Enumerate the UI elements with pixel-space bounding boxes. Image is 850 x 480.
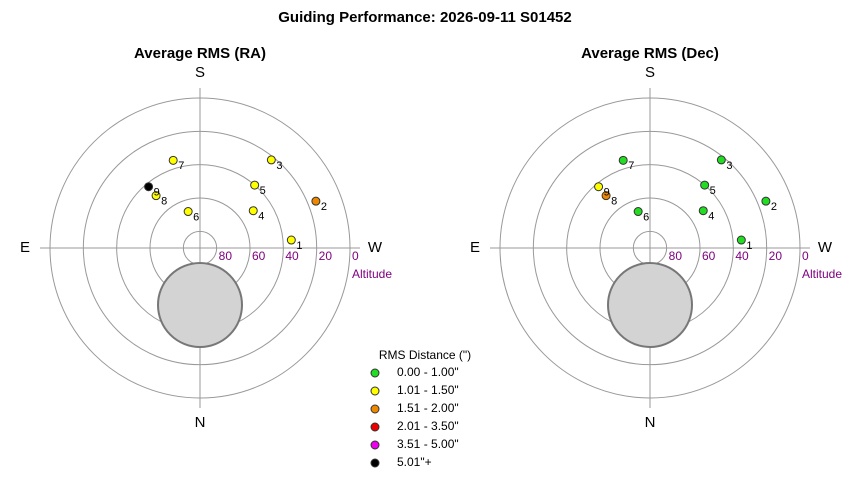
point-label: 1 — [296, 240, 302, 252]
point-label: 7 — [178, 160, 184, 172]
legend-marker — [370, 422, 380, 432]
guide-point — [266, 155, 276, 165]
guide-point — [700, 180, 710, 190]
guide-point — [144, 182, 154, 192]
page-title: Guiding Performance: 2026-09-11 S01452 — [278, 9, 571, 26]
legend-label: 3.51 - 5.00" — [397, 437, 459, 451]
altitude-tick-label: 0 — [802, 249, 809, 263]
obstruction-zone — [607, 262, 693, 348]
compass-label: E — [470, 239, 480, 256]
altitude-tick-label: 20 — [319, 249, 333, 263]
point-label: 5 — [710, 185, 716, 197]
guide-point — [601, 191, 611, 201]
point-label: 4 — [258, 211, 264, 223]
point-label: 5 — [260, 185, 266, 197]
compass-label: W — [368, 239, 383, 256]
panel-title: Average RMS (RA) — [134, 45, 266, 62]
altitude-tick-label: 0 — [352, 249, 359, 263]
altitude-tick-label: 60 — [702, 249, 716, 263]
guide-point — [250, 180, 260, 190]
legend-marker — [370, 404, 380, 414]
altitude-axis-label: Altitude — [802, 267, 842, 281]
guide-point — [618, 155, 628, 165]
legend-marker — [370, 458, 380, 468]
guide-point — [248, 206, 258, 216]
point-label: 2 — [771, 201, 777, 213]
compass-label: S — [195, 64, 205, 81]
point-label: 4 — [708, 211, 714, 223]
legend-label: 1.51 - 2.00" — [397, 401, 459, 415]
altitude-tick-label: 40 — [285, 249, 299, 263]
point-label: 7 — [628, 160, 634, 172]
altitude-tick-label: 60 — [252, 249, 266, 263]
guide-point — [168, 155, 178, 165]
legend-marker — [370, 386, 380, 396]
point-label: 9 — [154, 187, 160, 199]
altitude-tick-label: 40 — [735, 249, 749, 263]
altitude-tick-label: 80 — [219, 249, 233, 263]
legend-marker — [370, 368, 380, 378]
guide-point — [311, 196, 321, 206]
legend-label: 0.00 - 1.00" — [397, 365, 459, 379]
guide-point — [716, 155, 726, 165]
point-label: 6 — [193, 211, 199, 223]
guide-point — [286, 235, 296, 245]
guide-point — [761, 196, 771, 206]
point-label: 6 — [643, 211, 649, 223]
legend-label: 2.01 - 3.50" — [397, 419, 459, 433]
point-label: 3 — [276, 160, 282, 172]
guide-point — [151, 191, 161, 201]
guide-point — [633, 207, 643, 217]
compass-label: E — [20, 239, 30, 256]
compass-label: S — [645, 64, 655, 81]
altitude-tick-label: 20 — [769, 249, 783, 263]
guide-point — [183, 207, 193, 217]
compass-label: N — [645, 414, 656, 431]
guide-point — [594, 182, 604, 192]
obstruction-zone — [157, 262, 243, 348]
legend-marker — [370, 440, 380, 450]
legend-label: 1.01 - 1.50" — [397, 383, 459, 397]
guide-point — [736, 235, 746, 245]
compass-label: W — [818, 239, 833, 256]
point-label: 3 — [726, 160, 732, 172]
point-label: 1 — [746, 240, 752, 252]
point-label: 8 — [161, 196, 167, 208]
point-label: 9 — [604, 187, 610, 199]
guide-point — [698, 206, 708, 216]
panel-title: Average RMS (Dec) — [581, 45, 719, 62]
legend-title: RMS Distance (") — [379, 348, 471, 362]
legend-label: 5.01"+ — [397, 455, 432, 469]
point-label: 8 — [611, 196, 617, 208]
altitude-axis-label: Altitude — [352, 267, 392, 281]
point-label: 2 — [321, 201, 327, 213]
compass-label: N — [195, 414, 206, 431]
altitude-tick-label: 80 — [669, 249, 683, 263]
